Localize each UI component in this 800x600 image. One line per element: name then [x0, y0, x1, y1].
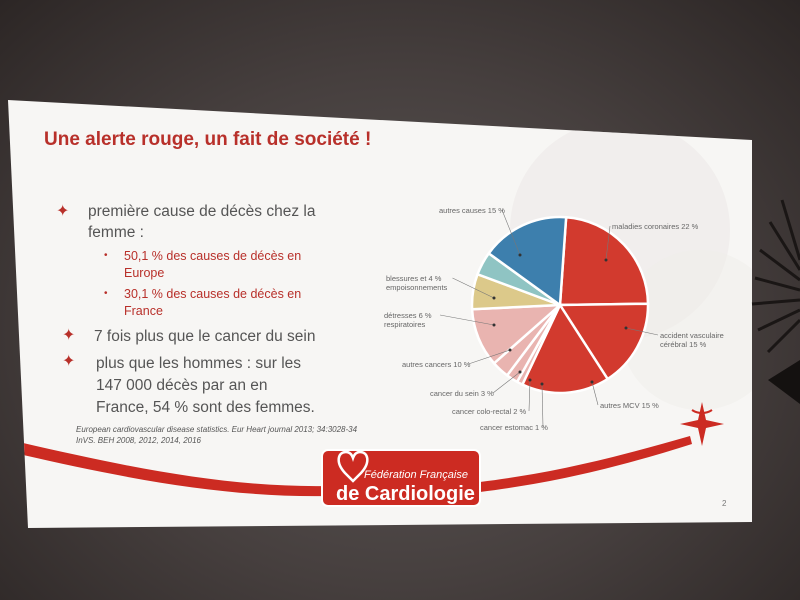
- citation-line-1: European cardiovascular disease statisti…: [76, 425, 358, 434]
- pie-leader-line: [452, 277, 495, 299]
- page-number: 2: [722, 499, 727, 508]
- pie-slice-autres-causes: [487, 215, 568, 308]
- pie-leader-line: [605, 225, 611, 261]
- pie-leader-dot: [518, 370, 522, 374]
- decorative-fan: [751, 199, 800, 404]
- pie-slice-accident-vasculaire-c-r-bral: [557, 302, 650, 381]
- pie-leader-dot: [528, 378, 532, 382]
- citation-line-2: InVS. BEH 2008, 2012, 2014, 2016: [76, 436, 202, 445]
- bullet-1-line-2: femme :: [88, 224, 144, 241]
- ffc-logo: Fédération Française de Cardiologie: [321, 449, 481, 507]
- sub-bullet-2-line-2: France: [124, 304, 163, 318]
- pie-label: autres causes 15 %: [439, 206, 505, 215]
- pie-slice-autres-mcv: [520, 302, 610, 395]
- cross-bullet-icon: ✦: [56, 203, 69, 220]
- pie-chart: maladies coronaires 22 % accident vascula…: [384, 206, 724, 432]
- pie-leader-line: [625, 327, 659, 336]
- bullet-3-line-1: plus que les hommes : sur les: [96, 355, 301, 372]
- pie-label: accident vasculaire cérébral 15 %: [660, 331, 724, 349]
- sparkle-icon: [680, 402, 724, 446]
- pie-leader-dot: [540, 382, 544, 386]
- pie-label: maladies coronaires 22 %: [612, 222, 699, 231]
- slide-title: Une alerte rouge, un fait de société !: [44, 129, 371, 150]
- red-ribbon: [480, 436, 692, 492]
- red-ribbon: [10, 440, 330, 497]
- bullet-list: ✦ première cause de décès chez la femme …: [56, 203, 316, 416]
- dot-bullet-icon: •: [104, 250, 108, 261]
- pie-leader-line: [501, 209, 521, 256]
- cross-bullet-icon: ✦: [62, 327, 75, 344]
- pie-leader-line: [492, 371, 521, 394]
- pie-leader-dot: [492, 323, 496, 327]
- pie-leader-line: [439, 314, 495, 326]
- pie-leader-line: [591, 381, 599, 406]
- sub-bullet-1-line-1: 50,1 % des causes de décès en: [124, 249, 301, 263]
- bullet-3-line-3: France, 54 % sont des femmes.: [96, 399, 315, 416]
- pie-leader-dot: [590, 380, 594, 384]
- pie-leader-line: [468, 349, 511, 365]
- pie-leader-dot: [624, 326, 628, 330]
- pie-label: blessures et 4 % empoisonnements: [386, 274, 448, 292]
- watermark-shape: [620, 250, 752, 410]
- pie-leader-dot: [492, 296, 496, 300]
- bullet-1-line-1: première cause de décès chez la: [88, 203, 316, 220]
- pie-leader-dot: [508, 348, 512, 352]
- pie-label: autres MCV 15 %: [600, 401, 659, 410]
- logo-line-2: de Cardiologie: [336, 483, 475, 505]
- pie-label: cancer colo-rectal 2 %: [452, 407, 527, 416]
- sub-bullet-1-line-2: Europe: [124, 266, 164, 280]
- logo-badge: [321, 449, 481, 507]
- bullet-2-line-1: 7 fois plus que le cancer du sein: [94, 328, 315, 345]
- logo-line-1: Fédération Française: [364, 469, 468, 481]
- pie-leader-line: [541, 383, 544, 428]
- pie-slice-maladies-coronaires: [558, 215, 650, 307]
- cross-bullet-icon: ✦: [62, 353, 75, 370]
- heart-icon: [337, 450, 369, 483]
- pie-leader-dot: [518, 253, 522, 257]
- pie-label: cancer du sein 3 %: [430, 389, 494, 398]
- pie-leader-line: [528, 379, 531, 412]
- pie-label: cancer estomac 1 %: [480, 423, 548, 432]
- pie-label: autres cancers 10 %: [402, 360, 471, 369]
- bullet-3-line-2: 147 000 décès par an en: [96, 377, 268, 394]
- sub-bullet-2-line-1: 30,1 % des causes de décès en: [124, 287, 301, 301]
- pie-leader-dot: [604, 258, 608, 262]
- dot-bullet-icon: •: [104, 288, 108, 299]
- pie-label: détresses 6 % respiratoires: [384, 311, 432, 329]
